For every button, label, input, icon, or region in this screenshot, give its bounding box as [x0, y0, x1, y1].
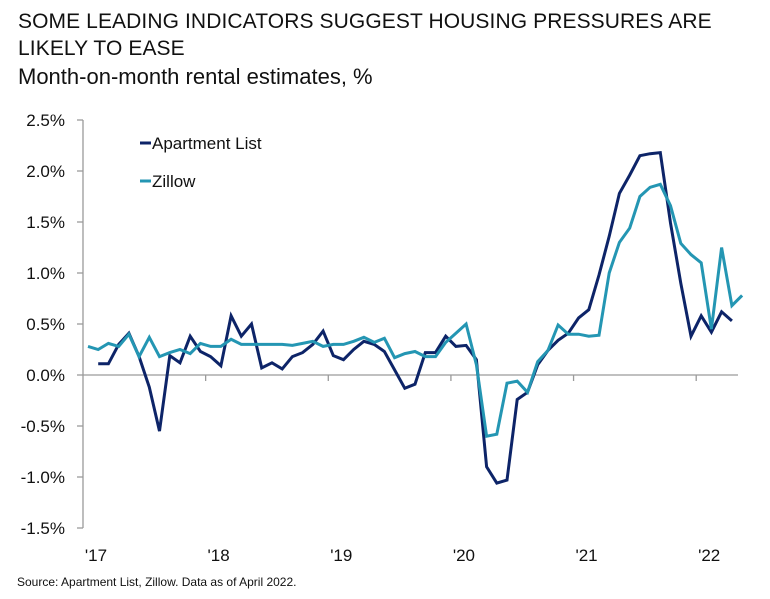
y-tick-label: 0.5%	[26, 315, 65, 334]
y-tick-label: 2.0%	[26, 162, 65, 181]
legend-label-apartment-list: Apartment List	[152, 134, 262, 153]
y-tick-labels: 2.5% 2.0% 1.5% 1.0% 0.5% 0.0% -0.5% -1.0% -1.5%	[21, 111, 65, 538]
x-tick-label: '21	[575, 546, 597, 565]
y-tick-label: -0.5%	[21, 417, 65, 436]
legend-label-zillow: Zillow	[152, 172, 196, 191]
y-tick-label: -1.0%	[21, 468, 65, 487]
axes	[77, 119, 738, 529]
x-tick-labels: '17 '18 '19 '20 '21 '22	[85, 546, 720, 565]
legend: Apartment List Zillow	[140, 134, 262, 191]
chart-subtitle: Month-on-month rental estimates, %	[18, 64, 373, 89]
series-line-apartment-list	[98, 150, 733, 485]
x-tick-label: '19	[330, 546, 352, 565]
source-note: Source: Apartment List, Zillow. Data as …	[17, 575, 297, 589]
series-line-zillow	[87, 182, 744, 438]
y-tick-label: -1.5%	[21, 519, 65, 538]
x-tick-label: '18	[208, 546, 230, 565]
series-lines	[87, 150, 744, 485]
y-tick-label: 1.5%	[26, 213, 65, 232]
chart-title: SOME LEADING INDICATORS SUGGEST HOUSING …	[18, 10, 712, 60]
x-tick-label: '22	[698, 546, 720, 565]
y-tick-label: 1.0%	[26, 264, 65, 283]
y-tick-label: 2.5%	[26, 111, 65, 130]
x-tick-label: '17	[85, 546, 107, 565]
y-tick-label: 0.0%	[26, 366, 65, 385]
x-tick-label: '20	[453, 546, 475, 565]
